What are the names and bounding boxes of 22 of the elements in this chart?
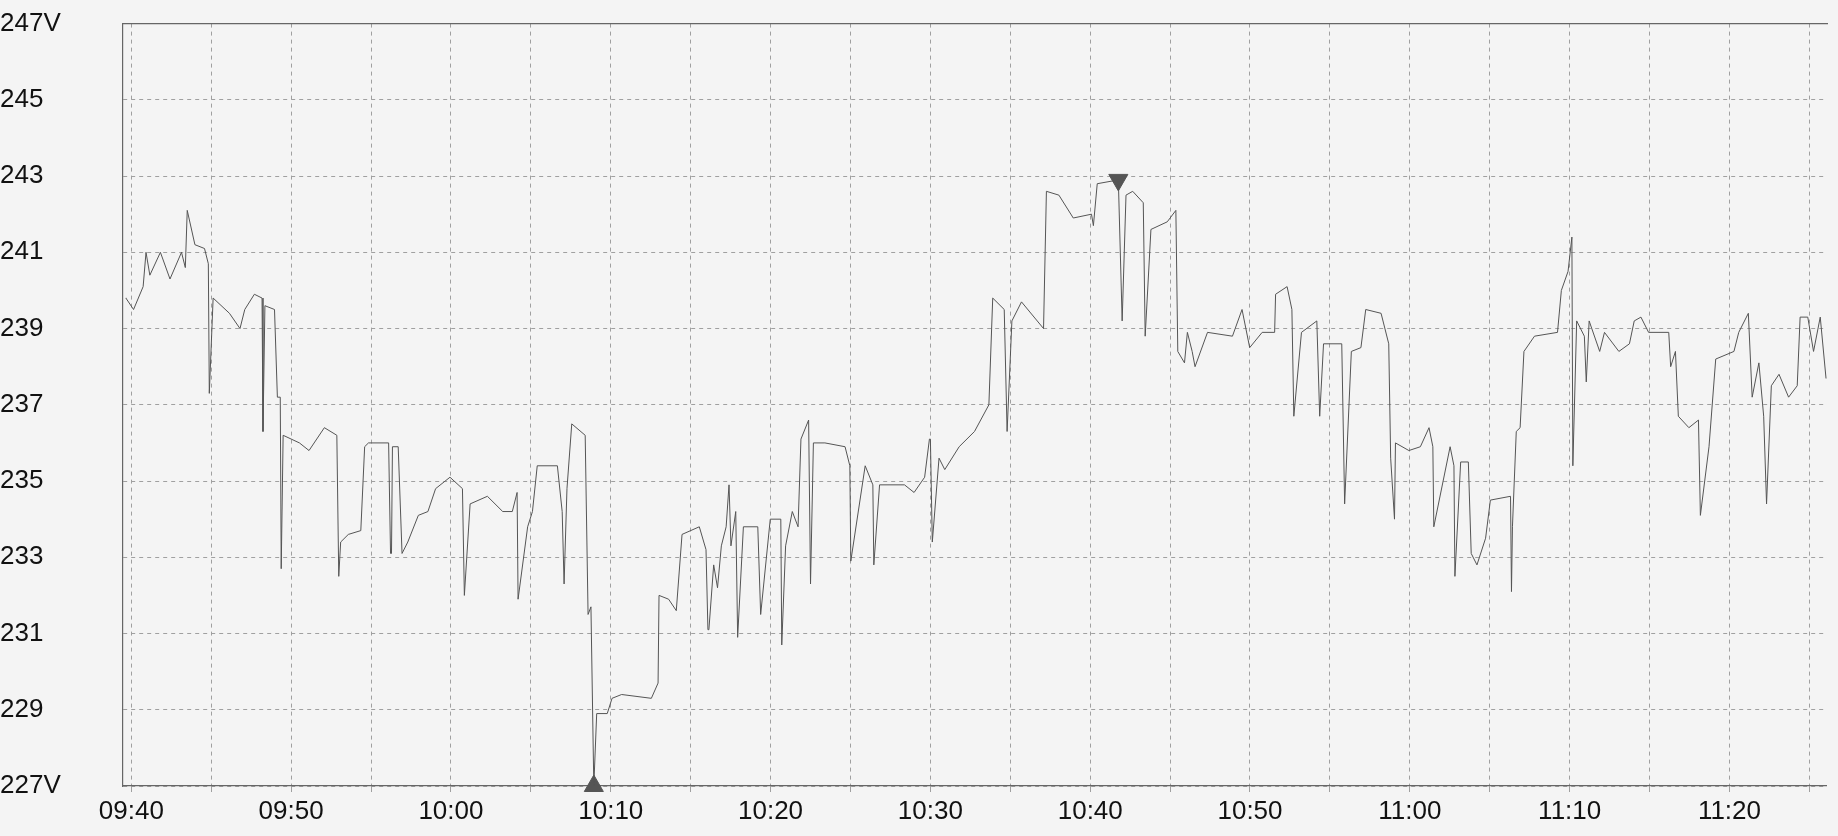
x-tick-label: 09:50 xyxy=(258,794,324,825)
y-tick-label: 241 xyxy=(0,235,44,266)
y-tick-label: 235 xyxy=(0,464,44,495)
x-tick-label: 10:40 xyxy=(1057,794,1123,825)
y-tick-label: 231 xyxy=(0,616,44,647)
y-tick-label: 229 xyxy=(0,692,44,723)
y-tick-label: 245 xyxy=(0,83,44,114)
x-tick-label: 10:00 xyxy=(418,794,484,825)
y-tick-label: 237 xyxy=(0,387,44,418)
x-tick-label: 11:00 xyxy=(1378,794,1442,825)
x-tick-label: 10:50 xyxy=(1217,794,1283,825)
x-tick-label: 10:20 xyxy=(738,794,804,825)
x-tick-label: 11:20 xyxy=(1697,794,1762,825)
y-tick-label: 247V xyxy=(0,6,62,37)
y-tick-label: 233 xyxy=(0,540,44,571)
x-tick-label: 10:30 xyxy=(897,794,963,825)
y-tick-label: 243 xyxy=(0,159,44,190)
x-tick-label: 09:40 xyxy=(98,794,164,825)
x-tick-label: 10:10 xyxy=(578,794,644,825)
x-tick-label: 11:10 xyxy=(1538,794,1602,825)
y-tick-label: 239 xyxy=(0,311,44,342)
y-tick-label: 227V xyxy=(0,769,62,800)
